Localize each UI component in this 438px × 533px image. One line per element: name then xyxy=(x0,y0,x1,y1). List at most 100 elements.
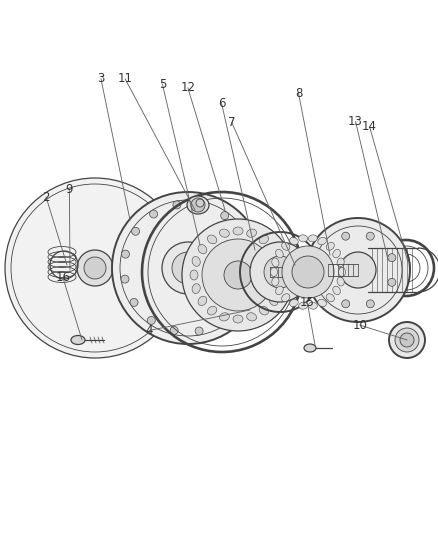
Circle shape xyxy=(249,242,309,302)
Ellipse shape xyxy=(277,270,285,280)
Ellipse shape xyxy=(233,315,243,323)
Ellipse shape xyxy=(307,235,317,242)
Circle shape xyxy=(263,256,295,288)
Ellipse shape xyxy=(258,235,268,244)
Ellipse shape xyxy=(338,268,345,277)
Ellipse shape xyxy=(198,296,206,305)
Ellipse shape xyxy=(336,258,343,267)
Ellipse shape xyxy=(268,296,277,305)
Text: 3: 3 xyxy=(97,72,104,85)
Circle shape xyxy=(182,219,293,331)
Circle shape xyxy=(130,298,138,306)
Ellipse shape xyxy=(268,245,277,254)
Circle shape xyxy=(339,252,375,288)
Circle shape xyxy=(387,278,395,286)
Circle shape xyxy=(5,178,184,358)
Circle shape xyxy=(399,333,413,347)
Ellipse shape xyxy=(298,302,307,309)
Circle shape xyxy=(77,250,113,286)
Ellipse shape xyxy=(275,284,283,294)
Circle shape xyxy=(131,227,139,235)
Circle shape xyxy=(198,201,205,209)
Ellipse shape xyxy=(289,299,297,306)
Circle shape xyxy=(387,254,395,262)
Circle shape xyxy=(149,210,157,218)
Circle shape xyxy=(162,242,213,294)
Circle shape xyxy=(237,230,245,238)
Ellipse shape xyxy=(246,229,256,237)
Ellipse shape xyxy=(317,237,326,245)
Ellipse shape xyxy=(307,302,317,309)
Ellipse shape xyxy=(112,192,263,344)
Text: 14: 14 xyxy=(361,120,376,133)
Circle shape xyxy=(365,300,374,308)
Circle shape xyxy=(341,232,349,240)
Ellipse shape xyxy=(281,243,289,251)
Circle shape xyxy=(172,252,204,284)
Ellipse shape xyxy=(271,258,278,267)
Circle shape xyxy=(319,254,328,262)
Circle shape xyxy=(246,278,254,286)
Text: 16: 16 xyxy=(55,271,70,284)
Text: 4: 4 xyxy=(145,324,153,337)
Ellipse shape xyxy=(258,306,268,315)
Circle shape xyxy=(195,199,204,207)
Circle shape xyxy=(121,275,129,283)
Ellipse shape xyxy=(289,237,297,245)
Text: 2: 2 xyxy=(42,191,50,204)
Ellipse shape xyxy=(275,249,283,258)
Ellipse shape xyxy=(270,268,277,277)
Circle shape xyxy=(223,261,251,289)
Circle shape xyxy=(147,317,155,325)
Ellipse shape xyxy=(332,286,339,295)
Circle shape xyxy=(173,201,180,209)
Ellipse shape xyxy=(191,284,200,294)
Ellipse shape xyxy=(219,313,229,321)
Ellipse shape xyxy=(219,229,229,237)
Ellipse shape xyxy=(298,235,307,242)
Circle shape xyxy=(281,246,333,298)
Ellipse shape xyxy=(275,286,283,295)
Text: 9: 9 xyxy=(65,183,73,196)
Ellipse shape xyxy=(191,256,200,266)
Ellipse shape xyxy=(281,294,289,302)
Circle shape xyxy=(291,256,323,288)
Circle shape xyxy=(170,327,178,335)
Circle shape xyxy=(305,218,409,322)
Text: 15: 15 xyxy=(299,296,314,309)
Ellipse shape xyxy=(198,245,206,254)
Circle shape xyxy=(201,239,273,311)
Circle shape xyxy=(394,328,418,352)
Ellipse shape xyxy=(207,235,216,244)
Circle shape xyxy=(341,300,349,308)
Circle shape xyxy=(220,212,228,220)
Ellipse shape xyxy=(246,313,256,321)
Circle shape xyxy=(218,318,226,326)
Ellipse shape xyxy=(271,277,278,286)
Text: 6: 6 xyxy=(217,98,225,110)
Circle shape xyxy=(388,322,424,358)
Circle shape xyxy=(121,250,129,258)
Text: 7: 7 xyxy=(227,116,235,129)
Circle shape xyxy=(191,198,205,212)
Ellipse shape xyxy=(303,344,315,352)
Ellipse shape xyxy=(317,299,326,306)
Ellipse shape xyxy=(207,306,216,315)
Circle shape xyxy=(84,257,106,279)
Ellipse shape xyxy=(187,196,208,214)
Text: 5: 5 xyxy=(159,78,166,91)
Ellipse shape xyxy=(325,243,334,251)
Ellipse shape xyxy=(325,294,334,302)
Ellipse shape xyxy=(190,270,198,280)
Ellipse shape xyxy=(71,335,85,344)
Circle shape xyxy=(365,232,374,240)
Text: 13: 13 xyxy=(347,115,362,128)
Text: 8: 8 xyxy=(294,87,301,100)
Circle shape xyxy=(247,253,254,261)
Ellipse shape xyxy=(275,256,283,266)
Circle shape xyxy=(194,327,203,335)
Circle shape xyxy=(319,278,328,286)
Text: 11: 11 xyxy=(117,72,132,85)
Ellipse shape xyxy=(332,249,339,258)
Text: 10: 10 xyxy=(352,319,367,332)
